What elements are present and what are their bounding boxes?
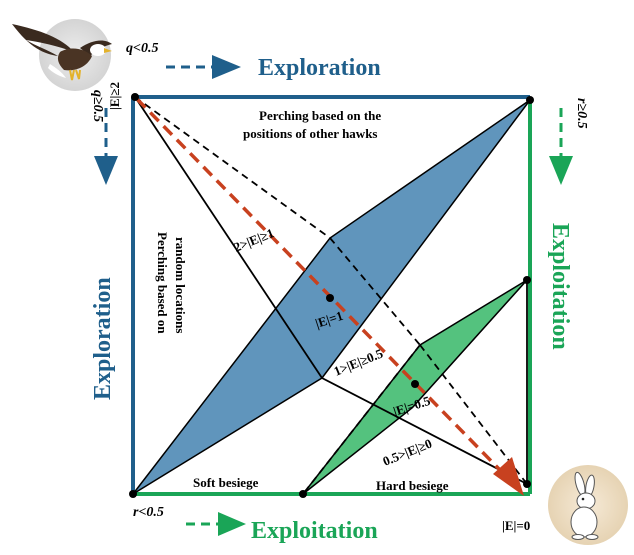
cond-q-lt: q<0.5 xyxy=(126,41,158,56)
energy-05to0: 0.5>|E|≥0 xyxy=(381,436,435,469)
arrow-r-ge-head xyxy=(549,156,573,185)
cond-r-lt: r<0.5 xyxy=(133,505,164,520)
cond-q-ge: q≥0.5 xyxy=(90,90,105,122)
perch-others-line2: positions of other hawks xyxy=(243,126,377,141)
title-exploration-left: Exploration xyxy=(90,277,116,400)
perch-random-line2: random locations xyxy=(173,237,188,333)
perch-others-line1: Perching based on the xyxy=(259,108,381,123)
soft-besiege-label: Soft besiege xyxy=(193,475,259,490)
solid-line-b xyxy=(321,377,528,485)
arrow-q-ge-head xyxy=(94,156,118,185)
title-exploration-top: Exploration xyxy=(258,55,381,81)
energy-arrow xyxy=(135,97,502,472)
perch-random-line1: Perching based on xyxy=(155,232,170,334)
solid-line-d xyxy=(411,279,528,409)
title-exploitation-bottom: Exploitation xyxy=(251,518,378,544)
arrow-q-lt-head xyxy=(212,55,241,79)
arrow-r-lt-head xyxy=(218,512,246,536)
hard-besiege-label: Hard besiege xyxy=(376,478,449,493)
energy-arrow-head xyxy=(493,457,524,496)
cond-r-ge: r≥0.5 xyxy=(574,98,589,129)
eagle-icon xyxy=(12,19,112,91)
energy-2to1: 2>|E|≥1 xyxy=(232,225,277,255)
key-points xyxy=(129,93,534,498)
title-exploitation-right: Exploitation xyxy=(547,223,573,350)
rabbit-icon xyxy=(548,465,628,545)
solid-line-a xyxy=(134,96,323,379)
energy-eq0: |E|=0 xyxy=(502,518,530,533)
energy-ge2: |E|≥2 xyxy=(107,82,122,110)
